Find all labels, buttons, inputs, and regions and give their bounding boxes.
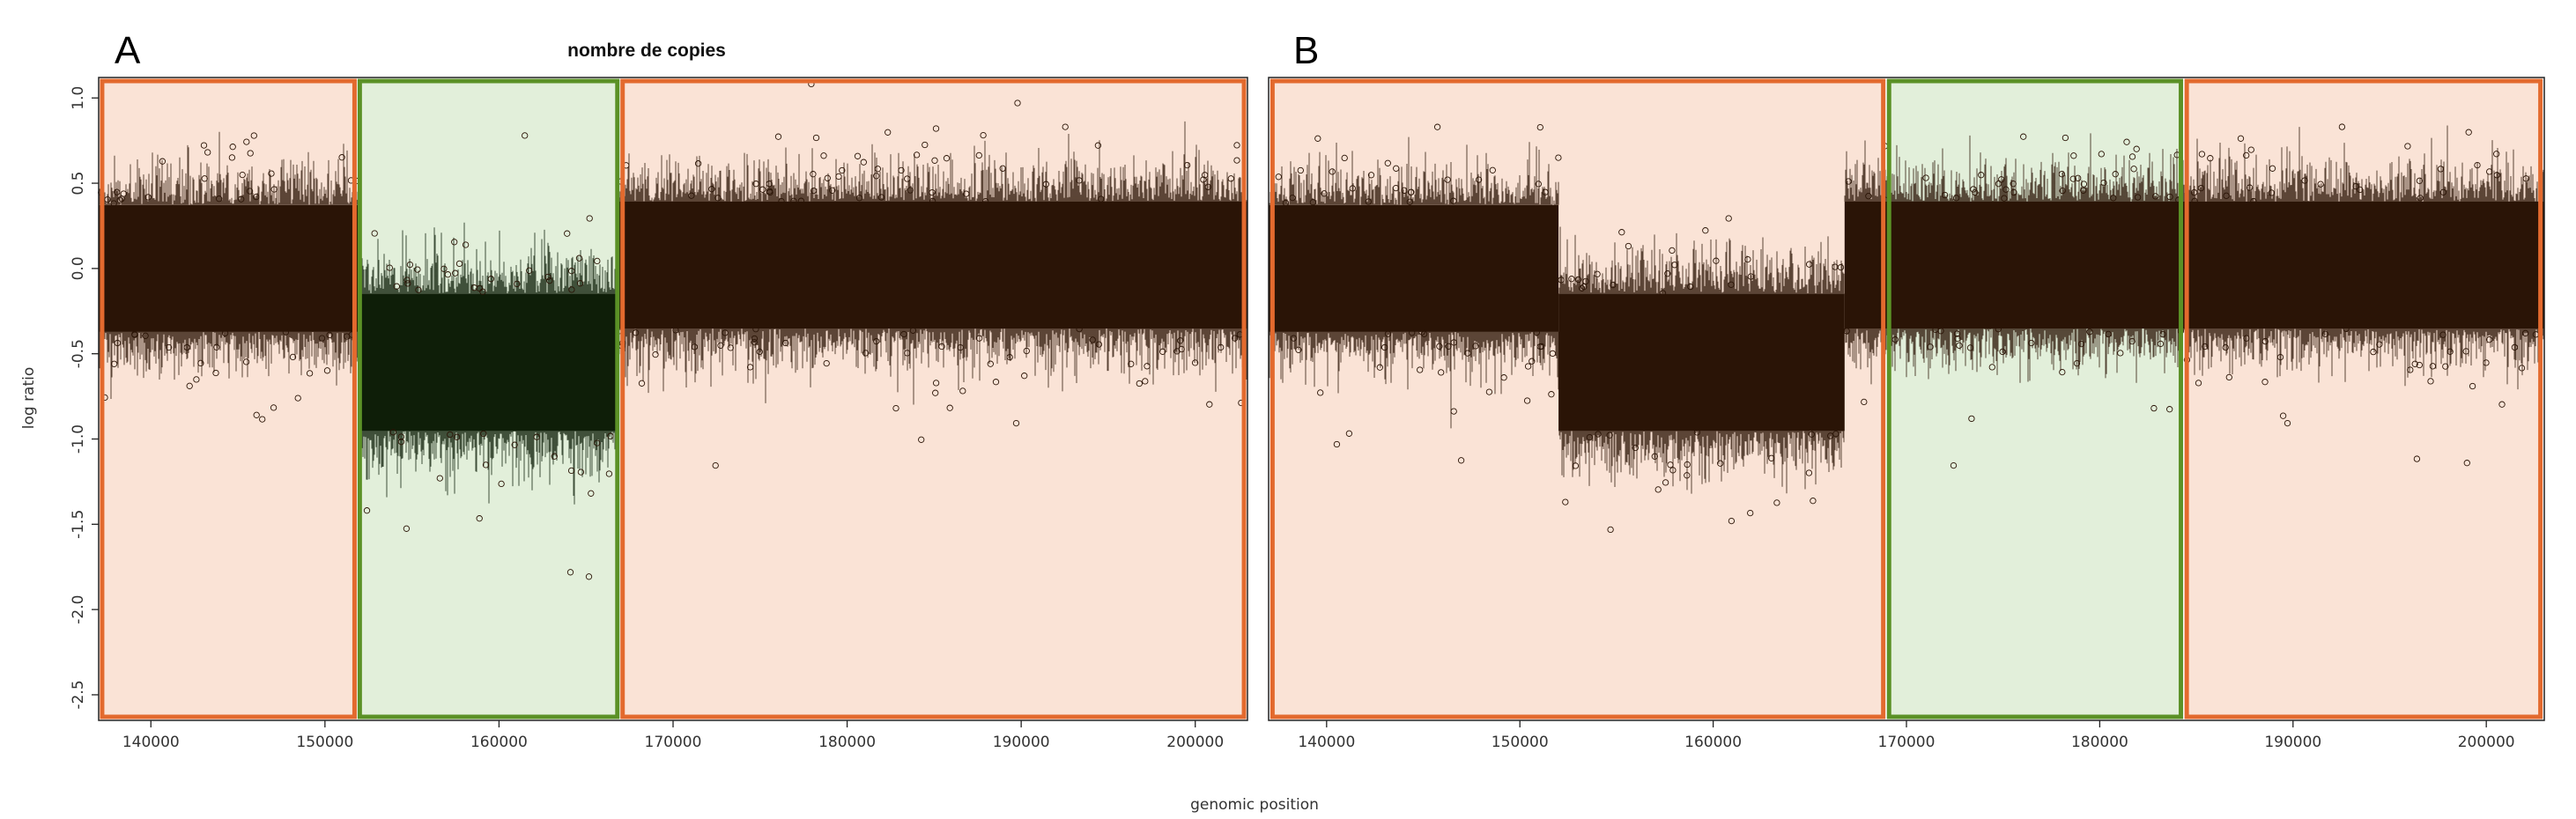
panel-a-x-tick-label-4: 180000 <box>818 734 876 751</box>
panel-a-x-tick-label-5: 190000 <box>993 734 1050 751</box>
panel-b-x-tick-label-5: 190000 <box>2264 734 2321 751</box>
panel-a-outliers-1 <box>363 132 614 580</box>
y-tick-label-4: -1.0 <box>70 424 87 454</box>
panel-b-segment-fringe-2 <box>1844 125 2544 390</box>
panel-b-region-fill-2 <box>2187 81 2541 717</box>
y-tick-label-3: -0.5 <box>70 339 87 368</box>
panel-a-segment-core-1 <box>359 293 618 432</box>
panel-b-segment-core-0 <box>1269 204 1559 332</box>
panel-b-segment-core-2 <box>1844 201 2544 329</box>
panel-b-x-tick-label-4: 180000 <box>2071 734 2128 751</box>
panel-b-x-tick-label-6: 200000 <box>2458 734 2515 751</box>
panel-b-x-tick-label-2: 160000 <box>1684 734 1742 751</box>
y-tick-label-5: -1.5 <box>70 510 87 539</box>
y-axis-title: log ratio <box>20 367 38 430</box>
y-tick-label-2: 0.0 <box>70 256 87 280</box>
panel-b-x-tick-label-1: 150000 <box>1492 734 1549 751</box>
panel-a-x-tick-label-1: 150000 <box>296 734 353 751</box>
panel-a-x-axis: 140000 150000 160000 170000 180000 190000 2000… <box>122 720 1224 751</box>
panel-b-x-tick-label-0: 140000 <box>1298 734 1355 751</box>
panel-a-segment-core-2 <box>617 201 1247 329</box>
y-tick-label-6: -2.0 <box>70 595 87 624</box>
panel-a-label: A <box>115 29 141 72</box>
panel-a-region-border-2 <box>620 78 1247 719</box>
panel-a-x-tick-label-2: 160000 <box>470 734 528 751</box>
panel-a-region-borders <box>100 78 1247 719</box>
y-tick-label-0: 1.0 <box>70 86 87 110</box>
x-axis-title: genomic position <box>1190 796 1319 814</box>
panel-a-x-tick-label-0: 140000 <box>122 734 180 751</box>
panel-a-region-border-0 <box>100 78 357 719</box>
panel-a-y-axis: 1.0 0.5 0.0 -0.5 -1.0 -1.5 -2.0 -2.5 <box>70 86 99 710</box>
y-tick-label-7: -2.5 <box>70 680 87 709</box>
panel-a-region-border-1 <box>357 78 620 719</box>
panel-b-x-tick-label-3: 170000 <box>1878 734 1936 751</box>
panel-b-x-axis: 140000 150000 160000 170000 180000 190000 2000… <box>1298 720 2515 751</box>
panel-a-x-tick-label-3: 170000 <box>645 734 702 751</box>
panel-b-outliers-2 <box>1843 123 2540 469</box>
panel-b-outliers-1 <box>1558 215 1845 533</box>
panel-b-region-borders <box>1269 78 2543 719</box>
panel-a-x-tick-label-6: 200000 <box>1166 734 1224 751</box>
panel-b-region-border-0 <box>1269 78 1886 719</box>
panel-b-outliers-0 <box>1275 123 1562 464</box>
panel-a-regions <box>101 81 1245 717</box>
panel-a-dense-points <box>98 121 1247 505</box>
panel-b-segment-fringe-1 <box>1558 226 1845 494</box>
panel-b-label: B <box>1293 29 1319 72</box>
panel-b-region-border-1 <box>1886 78 2184 719</box>
panel-b-outlier-points <box>1275 123 2540 533</box>
panel-b-segment-core-1 <box>1558 293 1845 432</box>
panel-b: B 140000 150000 160000 170000 180000 190000 20… <box>1268 29 2545 751</box>
panel-a-segment-core-0 <box>99 204 360 332</box>
chart-title: nombre de copies <box>567 41 726 61</box>
panel-a: A 1.0 0.5 0.0 -0.5 -1.0 -1.5 -2.0 -2.5 140000 15… <box>70 29 1248 751</box>
y-tick-label-1: 0.5 <box>70 172 87 196</box>
panel-b-region-border-2 <box>2184 78 2543 719</box>
panel-b-dense-points <box>1268 125 2544 494</box>
panel-a-outliers-2 <box>616 80 1245 469</box>
